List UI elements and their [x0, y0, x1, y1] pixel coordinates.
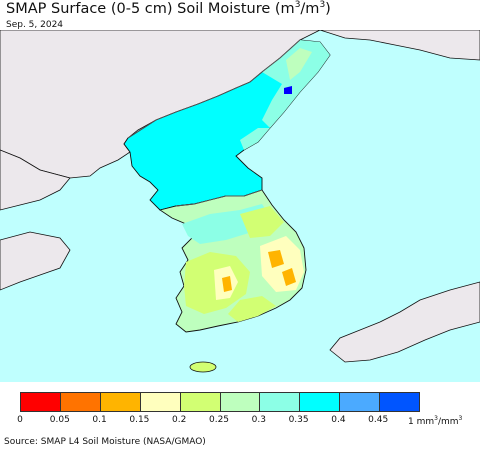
- land-no-data-japan: [329, 281, 480, 363]
- legend-unit: 1 mm3/mm3: [408, 415, 463, 427]
- legend-tick-label: 0.35: [288, 415, 309, 425]
- soil-moisture-map: [0, 30, 480, 382]
- legend-swatch: [100, 393, 141, 411]
- source-credit: Source: SMAP L4 Soil Moisture (NASA/GMAO…: [4, 437, 206, 447]
- patch-southeast-drier: [268, 250, 284, 268]
- patch-ne-inner: [286, 48, 312, 80]
- legend-tick-label: 0.15: [129, 415, 150, 425]
- legend-swatch: [340, 393, 381, 411]
- legend-swatch: [220, 393, 261, 411]
- legend-swatch: [380, 393, 420, 411]
- dmz-border-line: [175, 189, 263, 207]
- patch-south-coast: [228, 296, 276, 322]
- land-no-data-shandong: [0, 231, 71, 291]
- patch-wet-spot: [284, 86, 292, 94]
- china-korea-border-line: [127, 39, 301, 139]
- legend-tick-label: 0.4: [331, 415, 346, 425]
- legend-color-bar: [20, 392, 420, 412]
- patch-central-east: [240, 206, 284, 238]
- map-date: Sep. 5, 2024: [6, 20, 64, 30]
- legend-tick-label: 0.2: [172, 415, 187, 425]
- patch-southwest-drier: [222, 276, 232, 292]
- legend-swatch: [140, 393, 181, 411]
- legend-tick-label: 0.45: [368, 415, 389, 425]
- legend-tick-label: 0: [17, 415, 23, 425]
- land-no-data-russia: [319, 30, 480, 61]
- legend-swatch: [21, 393, 61, 411]
- legend-tick-label: 0.25: [208, 415, 230, 425]
- legend-tick-label: 0.1: [92, 415, 107, 425]
- legend-tick-label: 0.3: [251, 415, 266, 425]
- legend-swatch: [180, 393, 221, 411]
- legend-swatch: [60, 393, 101, 411]
- legend-swatch: [300, 393, 341, 411]
- legend-tick-label: 0.05: [49, 415, 70, 425]
- land-no-data-liaodong: [0, 149, 71, 211]
- patch-ne-coast: [262, 40, 330, 128]
- map-title: SMAP Surface (0-5 cm) Soil Moisture (m3/…: [6, 0, 331, 17]
- patch-east-nk: [240, 128, 270, 150]
- legend-tick-labels: 0 0.05 0.1 0.15 0.2 0.25 0.3 0.35 0.4 0.45: [0, 415, 480, 429]
- patch-southeast-drier-2: [282, 268, 296, 286]
- legend-swatch: [260, 393, 301, 411]
- jeju-island: [189, 361, 217, 373]
